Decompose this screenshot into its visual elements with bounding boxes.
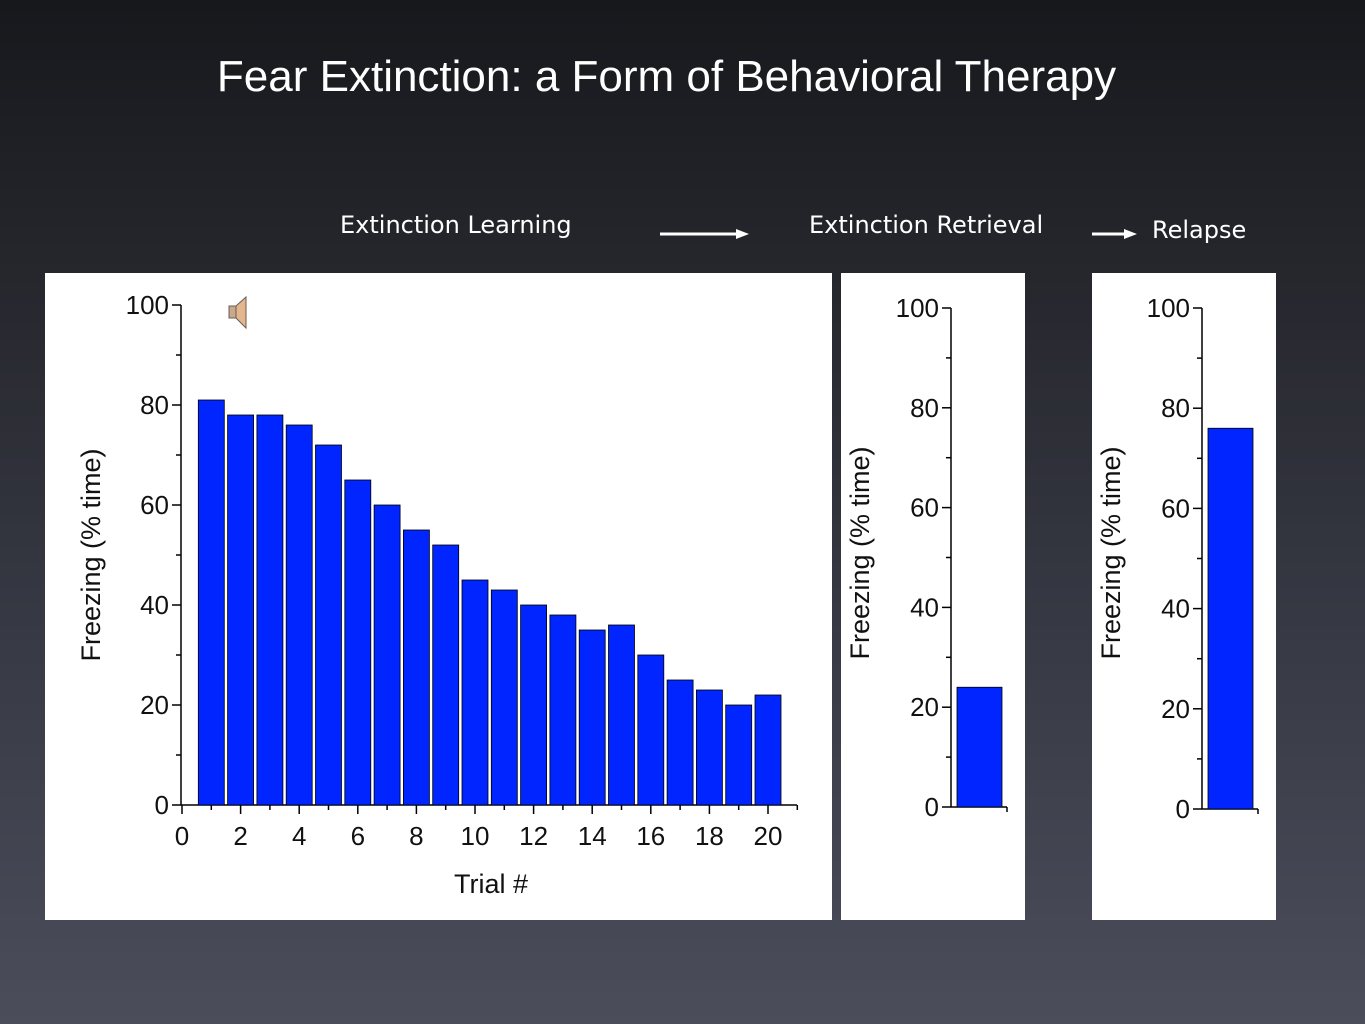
bar-trial-13 — [549, 614, 577, 806]
relapse-chart: 0 20 40 60 80 100 Freezing (% time) — [1096, 293, 1259, 824]
y-tick-label: 0 — [925, 792, 939, 822]
y-tick-label: 60 — [140, 490, 169, 520]
arrow-learning-to-retrieval-icon — [660, 229, 749, 239]
y-tick-label: 100 — [1147, 293, 1190, 323]
y-tick-label: 100 — [126, 290, 169, 320]
y-tick-label: 80 — [910, 393, 939, 423]
bar-trial-11 — [490, 589, 518, 806]
x-tick-label: 2 — [233, 821, 247, 851]
bar-trial-16 — [637, 654, 665, 806]
y-tick-label: 100 — [896, 293, 939, 323]
x-tick-label: 20 — [754, 821, 783, 851]
x-tick-label: 0 — [175, 821, 189, 851]
chart-panel-learning: 0 20 40 60 80 100 0 2 4 6 8 10 12 14 16 18 20 Freezing (%… — [45, 273, 832, 920]
x-tick-label: 14 — [578, 821, 607, 851]
y-tick-label: 20 — [910, 692, 939, 722]
x-tick-label: 6 — [351, 821, 365, 851]
bar-relapse — [1207, 427, 1254, 810]
x-tick-label: 8 — [409, 821, 423, 851]
y-tick-label: 40 — [1161, 594, 1190, 624]
bar-trial-2 — [227, 414, 255, 806]
stage-label-retrieval: Extinction Retrieval — [809, 211, 1044, 239]
y-axis-label: Freezing (% time) — [845, 446, 875, 659]
bar-trial-3 — [256, 414, 284, 806]
stage-label-learning: Extinction Learning — [340, 211, 572, 239]
x-tick-label: 18 — [695, 821, 724, 851]
x-axis-label: Trial # — [454, 869, 528, 899]
y-tick-label: 80 — [1161, 393, 1190, 423]
bar-trial-7 — [373, 504, 401, 806]
y-tick-label: 60 — [1161, 493, 1190, 523]
bar-retrieval — [956, 686, 1003, 808]
stage-label-relapse: Relapse — [1152, 216, 1247, 244]
y-tick-label: 80 — [140, 390, 169, 420]
bar-trial-12 — [520, 604, 548, 806]
y-tick-label: 0 — [155, 790, 169, 820]
y-tick-label: 40 — [910, 592, 939, 622]
chart-panel-retrieval: 0 20 40 60 80 100 Freezing (% time) — [841, 273, 1025, 920]
bar-trial-10 — [461, 579, 489, 806]
bar-trial-6 — [344, 479, 372, 806]
bar-trial-9 — [432, 544, 460, 806]
x-tick-label: 10 — [461, 821, 490, 851]
slide-title: Fear Extinction: a Form of Behavioral Th… — [216, 52, 1117, 101]
bar-trial-5 — [315, 444, 342, 806]
x-tick-label: 12 — [519, 821, 548, 851]
bar-trial-19 — [725, 704, 753, 806]
chart-panel-relapse: 0 20 40 60 80 100 Freezing (% time) — [1092, 273, 1276, 920]
extinction-retrieval-chart: 0 20 40 60 80 100 Freezing (% time) — [845, 293, 1008, 822]
speaker-icon[interactable] — [227, 295, 251, 331]
bar-trial-14 — [578, 629, 606, 806]
extinction-learning-chart: 0 20 40 60 80 100 0 2 4 6 8 10 12 14 16 18 20 Freezing (%… — [76, 290, 799, 899]
y-tick-label: 20 — [140, 690, 169, 720]
y-tick-label: 20 — [1161, 694, 1190, 724]
x-tick-label: 16 — [636, 821, 665, 851]
y-axis-label: Freezing (% time) — [1096, 446, 1126, 659]
x-tick-label: 4 — [292, 821, 306, 851]
y-axis-label: Freezing (% time) — [76, 448, 106, 661]
bar-trial-20 — [754, 694, 782, 806]
bar-trial-17 — [666, 679, 694, 806]
bar-trial-18 — [696, 689, 723, 806]
y-tick-label: 40 — [140, 590, 169, 620]
bar-trial-1 — [197, 399, 225, 806]
arrow-retrieval-to-relapse-icon — [1092, 229, 1137, 239]
bar-trial-4 — [285, 424, 313, 806]
y-tick-label: 0 — [1176, 794, 1190, 824]
bar-trial-15 — [608, 624, 635, 806]
bar-trial-8 — [402, 529, 430, 806]
y-tick-label: 60 — [910, 493, 939, 523]
